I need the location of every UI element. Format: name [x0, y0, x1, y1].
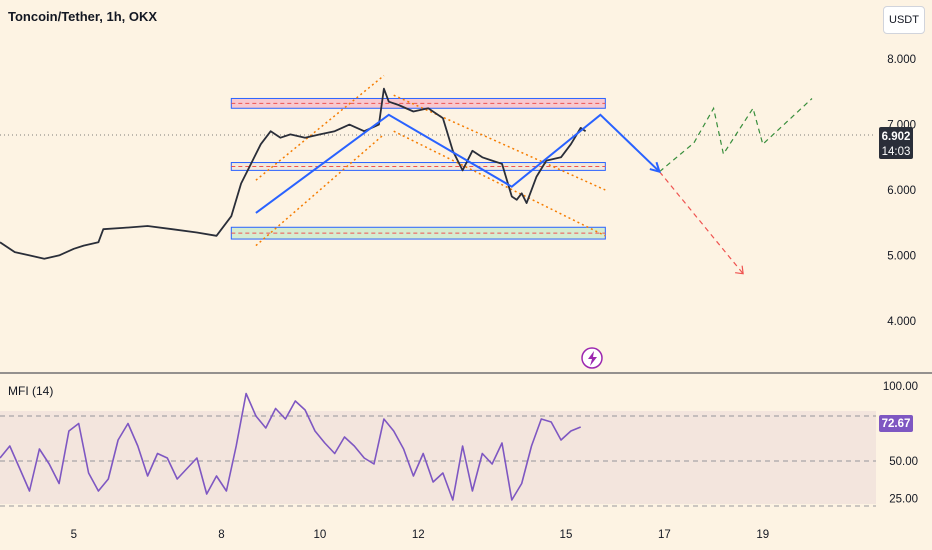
price-label-countdown: 14:03	[882, 146, 911, 158]
price-series-line	[0, 87, 587, 260]
pattern-arrowhead	[649, 161, 661, 174]
lightning-icon[interactable]	[581, 347, 603, 369]
indicator-title: MFI (14)	[8, 384, 54, 398]
bear-arrowhead	[735, 265, 744, 275]
x-tick-2: 10	[313, 529, 326, 541]
mfi-label-value: 72.67	[882, 418, 911, 430]
mfi-series-line	[0, 392, 582, 501]
mfi-y-tick-0: 100.00	[883, 381, 918, 393]
price-label-value: 6.902	[882, 131, 911, 143]
mfi-pane	[0, 392, 876, 507]
price-y-tick-2: 6.000	[887, 185, 916, 197]
x-tick-4: 15	[560, 529, 573, 541]
mfi-band	[0, 411, 876, 504]
mfi-y-tick-1: 50.00	[889, 456, 918, 468]
channel-lower-line	[255, 133, 385, 247]
channel-down-lower-line	[393, 130, 606, 237]
bull-projection-line	[659, 98, 813, 173]
price-y-tick-4: 4.000	[887, 316, 916, 328]
x-tick-6: 19	[756, 529, 769, 541]
chart-title: Toncoin/Tether, 1h, OKX	[8, 9, 158, 24]
x-tick-0: 5	[71, 529, 77, 541]
x-tick-1: 8	[218, 529, 224, 541]
price-pane	[0, 75, 813, 275]
price-y-tick-3: 5.000	[887, 250, 916, 262]
price-label-box	[879, 127, 913, 159]
pattern-line	[255, 113, 661, 214]
price-y-tick-0: 8.000	[887, 54, 916, 66]
x-tick-5: 17	[658, 529, 671, 541]
bear-projection-line	[659, 171, 744, 275]
channel-down-upper-line	[393, 94, 606, 191]
mfi-y-tick-2: 25.00	[889, 494, 918, 506]
currency-button[interactable]: USDT	[883, 6, 925, 34]
mfi-label-box	[879, 415, 913, 432]
x-tick-3: 12	[412, 529, 425, 541]
